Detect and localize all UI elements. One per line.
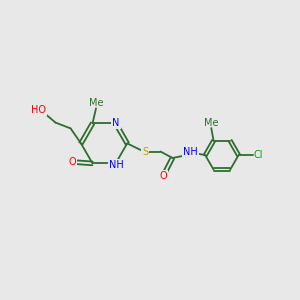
Text: N: N <box>112 118 120 128</box>
Text: NH: NH <box>183 147 198 158</box>
Text: Me: Me <box>89 98 104 108</box>
Text: O: O <box>160 171 167 181</box>
Text: NH: NH <box>110 160 124 170</box>
Text: O: O <box>68 157 76 167</box>
Text: S: S <box>142 147 148 157</box>
Text: HO: HO <box>31 105 46 115</box>
Text: Cl: Cl <box>254 150 263 160</box>
Text: Me: Me <box>205 118 219 128</box>
